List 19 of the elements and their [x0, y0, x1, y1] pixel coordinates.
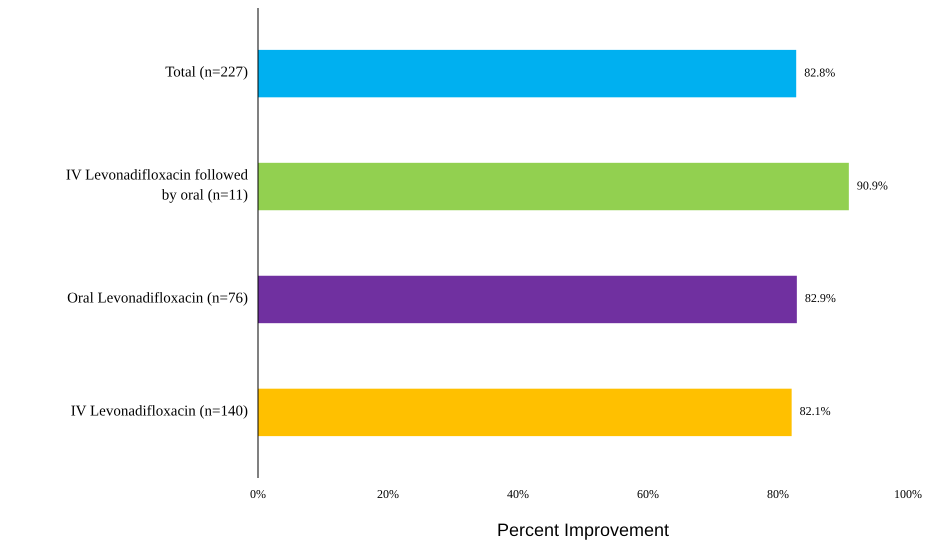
x-tick-label: 80%: [767, 487, 789, 501]
y-tick-label: IV Levonadifloxacin (n=140): [70, 404, 248, 420]
bar: [258, 50, 796, 98]
bar: [258, 388, 792, 436]
x-tick-label: 100%: [894, 487, 922, 501]
x-tick-label: 60%: [637, 487, 659, 501]
x-tick-label: 40%: [507, 487, 529, 501]
bar: [258, 162, 849, 210]
data-label: 90.9%: [856, 178, 888, 192]
x-tick-label: 20%: [377, 487, 399, 501]
y-tick-label: IV Levonadifloxacin followed by oral (n=11): [66, 168, 248, 204]
data-label: 82.9%: [804, 291, 836, 306]
y-tick-label: Total (n=227): [165, 65, 248, 82]
data-label: 82.1%: [800, 404, 831, 418]
x-tick-label: 0%: [250, 487, 266, 501]
data-label: 82.8%: [804, 65, 836, 80]
x-axis-title: Percent Improvement: [496, 520, 670, 540]
y-tick-label: Oral Levonadifloxacin (n=76): [67, 290, 248, 307]
bar: [258, 276, 797, 324]
